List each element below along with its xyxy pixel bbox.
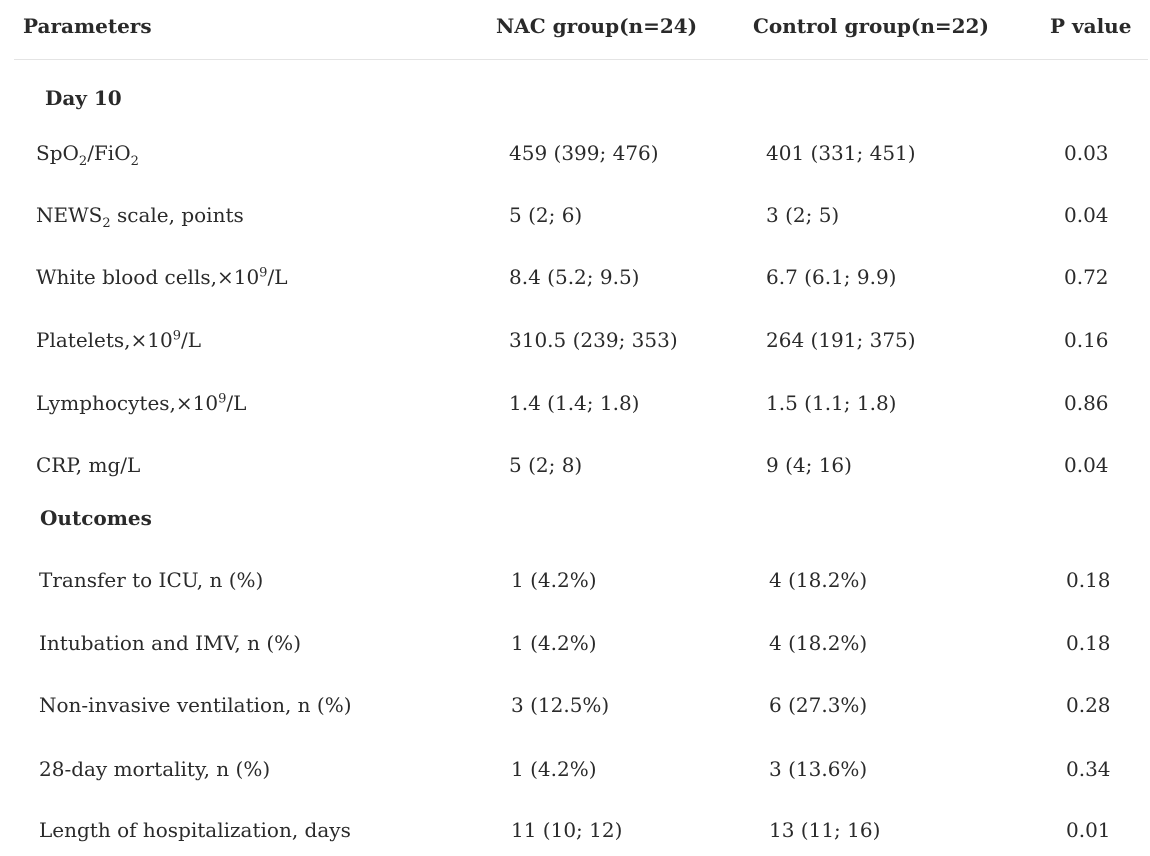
row-nac: 5 (2; 6)	[509, 203, 583, 227]
row-control: 13 (11; 16)	[769, 818, 881, 842]
row-p-value: 0.34	[1066, 757, 1111, 781]
row-nac: 1 (4.2%)	[511, 757, 597, 781]
row-nac: 3 (12.5%)	[511, 693, 610, 717]
row-nac: 1 (4.2%)	[511, 631, 597, 655]
row-p-value: 0.04	[1064, 453, 1109, 477]
row-control: 4 (18.2%)	[769, 631, 868, 655]
header-divider	[14, 59, 1148, 60]
row-nac: 310.5 (239; 353)	[509, 328, 678, 352]
row-p-value: 0.04	[1064, 203, 1109, 227]
row-param-text: /FiO	[87, 141, 131, 165]
row-control: 1.5 (1.1; 1.8)	[766, 391, 897, 415]
section-day-10: Day 10	[45, 86, 122, 110]
row-p-value: 0.86	[1064, 391, 1109, 415]
row-nac: 1.4 (1.4; 1.8)	[509, 391, 640, 415]
row-param-text: Platelets,×10	[36, 328, 173, 352]
row-control: 3 (2; 5)	[766, 203, 840, 227]
row-nac: 11 (10; 12)	[511, 818, 623, 842]
row-control: 264 (191; 375)	[766, 328, 916, 352]
row-param: Platelets,×109/L	[36, 328, 201, 352]
row-param-text: /L	[181, 328, 202, 352]
row-control: 9 (4; 16)	[766, 453, 852, 477]
row-param-text: Lymphocytes,×10	[36, 391, 219, 415]
row-param: CRP, mg/L	[36, 453, 141, 477]
row-param: White blood cells,×109/L	[36, 265, 287, 289]
row-param: Intubation and IMV, n (%)	[39, 631, 301, 655]
header-parameters: Parameters	[23, 14, 152, 38]
row-param-sub: 2	[78, 154, 88, 169]
row-param-text: scale, points	[110, 203, 244, 227]
row-param: Length of hospitalization, days	[39, 818, 351, 842]
row-control: 6 (27.3%)	[769, 693, 868, 717]
row-param: Non-invasive ventilation, n (%)	[39, 693, 352, 717]
row-p-value: 0.01	[1066, 818, 1111, 842]
row-control: 4 (18.2%)	[769, 568, 868, 592]
row-param-sub: 2	[130, 154, 139, 169]
row-control: 6.7 (6.1; 9.9)	[766, 265, 897, 289]
row-param-text: White blood cells,×10	[36, 265, 260, 289]
row-param-sup: 9	[172, 328, 182, 344]
row-p-value: 0.72	[1064, 265, 1109, 289]
row-param-text: SpO	[36, 141, 79, 165]
row-param-text: /L	[267, 265, 288, 289]
row-param-text: NEWS	[36, 203, 103, 227]
row-p-value: 0.03	[1064, 141, 1109, 165]
row-param: SpO2/FiO2	[36, 141, 139, 168]
row-param: 28-day mortality, n (%)	[39, 757, 271, 781]
row-control: 3 (13.6%)	[769, 757, 868, 781]
row-control: 401 (331; 451)	[766, 141, 916, 165]
row-p-value: 0.18	[1066, 631, 1111, 655]
row-param: Transfer to ICU, n (%)	[39, 568, 264, 592]
header-control-group: Control group(n=22)	[753, 14, 989, 38]
row-nac: 459 (399; 476)	[509, 141, 659, 165]
row-param-text: /L	[226, 391, 247, 415]
row-p-value: 0.16	[1064, 328, 1109, 352]
row-param: Lymphocytes,×109/L	[36, 391, 246, 415]
row-p-value: 0.18	[1066, 568, 1111, 592]
header-p-value: P value	[1050, 14, 1132, 38]
row-nac: 8.4 (5.2; 9.5)	[509, 265, 640, 289]
row-param-sup: 9	[259, 265, 268, 281]
row-param: NEWS2 scale, points	[36, 203, 244, 230]
header-nac-group: NAC group(n=24)	[496, 14, 698, 38]
row-nac: 5 (2; 8)	[509, 453, 583, 477]
row-param-sup: 9	[218, 391, 227, 407]
row-param-sub: 2	[102, 216, 111, 231]
row-p-value: 0.28	[1066, 693, 1111, 717]
section-outcomes: Outcomes	[40, 506, 152, 530]
row-nac: 1 (4.2%)	[511, 568, 597, 592]
